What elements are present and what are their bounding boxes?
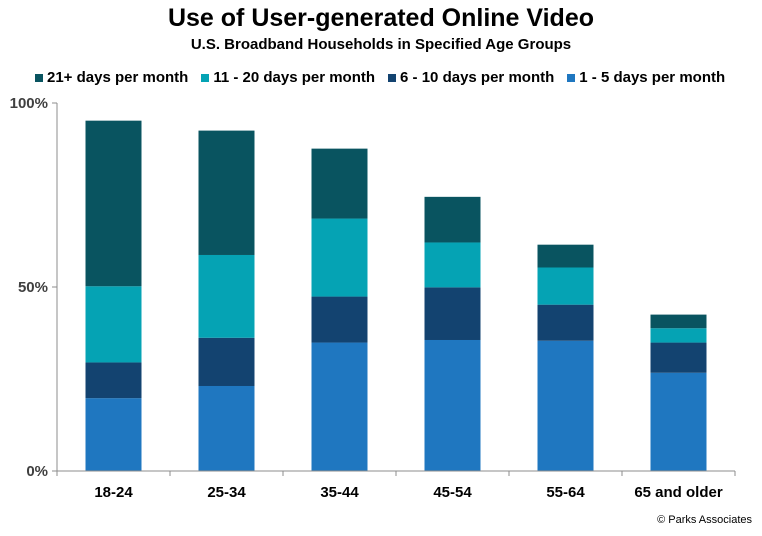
bar-segment xyxy=(650,342,707,373)
legend-item: 6 - 10 days per month xyxy=(388,68,554,88)
x-tick-label: 65 and older xyxy=(634,484,723,501)
x-tick-label: 45-54 xyxy=(433,484,472,501)
legend-item: 21+ days per month xyxy=(35,68,188,88)
legend-label: 21+ days per month xyxy=(47,69,189,86)
legend-swatch xyxy=(567,74,576,82)
chart-subtitle: U.S. Broadband Households in Specified A… xyxy=(190,36,572,53)
legend-label: 11 - 20 days per month xyxy=(213,69,376,86)
y-tick-label: 0% xyxy=(26,463,48,480)
chart-legend: 21+ days per month 11 - 20 days per month… xyxy=(35,68,725,88)
y-tick-label: 100% xyxy=(10,95,48,112)
bar-segment xyxy=(424,196,481,243)
bar-segment xyxy=(537,244,594,268)
bar-segment xyxy=(198,254,255,338)
bar-segment xyxy=(537,340,594,471)
bar-segment xyxy=(650,314,707,329)
bar-segment xyxy=(311,218,368,297)
legend-swatch xyxy=(201,74,210,82)
legend-label: 6 - 10 days per month xyxy=(400,69,555,86)
bar-segment xyxy=(85,398,142,471)
bar-segment xyxy=(424,242,481,288)
chart-title: Use of User-generated Online Video xyxy=(167,4,595,32)
bar-segment xyxy=(198,337,255,386)
x-tick-label: 18-24 xyxy=(94,484,133,501)
bar-segment xyxy=(198,385,255,471)
bar-segment xyxy=(85,286,142,363)
bar-segment xyxy=(85,120,142,287)
bar-segment xyxy=(311,342,368,471)
legend-label: 1 - 5 days per month xyxy=(579,69,726,86)
bar-segment xyxy=(650,372,707,471)
bar-segment xyxy=(537,267,594,305)
legend-item: 11 - 20 days per month xyxy=(201,68,375,88)
bar-segment xyxy=(85,362,142,399)
bar-segment xyxy=(311,296,368,343)
legend-swatch xyxy=(35,74,43,82)
x-tick-label: 55-64 xyxy=(546,484,585,501)
y-tick-label: 50% xyxy=(18,279,48,296)
bar-segment xyxy=(311,148,368,219)
bar-segment xyxy=(424,287,481,340)
bar-segment xyxy=(650,328,707,343)
legend-swatch xyxy=(388,74,397,82)
legend-item: 1 - 5 days per month xyxy=(567,68,725,88)
bar-segment xyxy=(424,339,481,471)
x-tick-label: 35-44 xyxy=(320,484,359,501)
copyright-notice: © Parks Associates xyxy=(657,514,752,526)
bar-segment xyxy=(198,130,255,255)
bar-segment xyxy=(537,304,594,341)
x-tick-label: 25-34 xyxy=(207,484,246,501)
